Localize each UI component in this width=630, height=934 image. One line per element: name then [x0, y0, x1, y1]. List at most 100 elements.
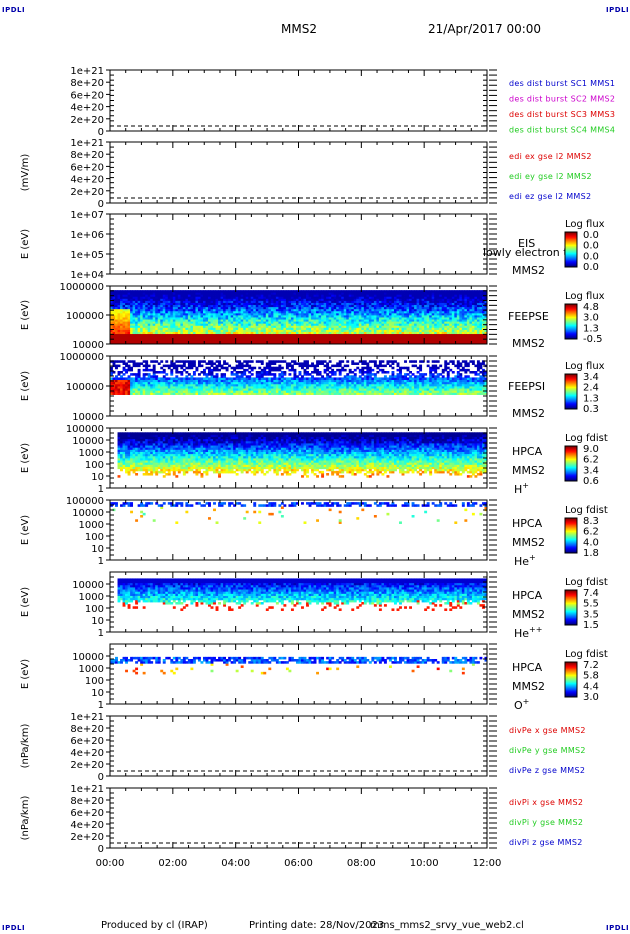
spectrogram-cell	[228, 319, 232, 322]
spectrogram-cell	[160, 304, 164, 308]
spectrogram-cell	[110, 325, 113, 328]
spectrogram-cell	[321, 290, 325, 293]
spectrogram-cell	[195, 294, 199, 297]
spectrogram-cell	[190, 360, 194, 363]
spectrogram-cell	[376, 290, 380, 293]
spectrogram-cell	[205, 327, 209, 330]
spectrogram-cell	[115, 360, 118, 363]
spectrogram-cell	[205, 290, 209, 293]
spectrogram-cell	[147, 312, 151, 316]
spectrogram-cell	[202, 308, 206, 312]
spectrogram-cell	[293, 290, 297, 293]
spectrogram-cell	[230, 306, 234, 310]
spectrogram-cell	[112, 339, 116, 343]
spectrogram-cell	[205, 315, 209, 318]
spectrogram-cell	[155, 321, 159, 324]
spectrogram-cell	[195, 325, 199, 328]
spectrogram-cell	[160, 321, 164, 324]
spectrogram-cell	[150, 308, 154, 312]
spectrogram-cell	[331, 290, 335, 293]
spectrogram-cell	[130, 302, 134, 306]
spectrogram-cell	[245, 319, 249, 322]
spectrogram-cell	[243, 321, 247, 324]
spectrogram-cell	[348, 290, 352, 293]
spectrogram-cell	[115, 302, 118, 306]
spectrogram-cell	[220, 339, 224, 343]
spectrogram-cell	[127, 341, 131, 345]
spectrogram-cell	[162, 364, 166, 368]
spectrogram-cell	[233, 331, 237, 335]
y-tick-label: 2e+20	[70, 115, 104, 126]
spectrogram-cell	[336, 290, 340, 293]
spectrogram-cell	[258, 302, 262, 306]
colorbar-tick-label: 0.0	[583, 241, 599, 252]
spectrogram-cell	[248, 323, 252, 326]
spectrogram	[110, 290, 488, 345]
spectrogram-cell	[215, 300, 219, 303]
spectrogram-cell	[165, 335, 169, 339]
spectrogram-cell	[115, 300, 118, 303]
spectrogram-cell	[187, 329, 191, 332]
spectrogram-cell	[202, 315, 206, 318]
spectrogram-cell	[220, 304, 224, 308]
spectrogram-cell	[167, 310, 171, 314]
colorbar-tick-label: 0.0	[583, 251, 599, 262]
spectrogram-cell	[223, 298, 227, 301]
spectrogram-cell	[180, 339, 184, 343]
spectrogram-cell	[225, 321, 229, 324]
spectrogram-cell	[135, 329, 139, 332]
spectrogram-cell	[132, 335, 136, 339]
spectrogram-cell	[115, 327, 118, 330]
spectrogram-cell	[240, 335, 244, 339]
spectrogram-cell	[182, 300, 186, 303]
spectrogram-cell	[202, 298, 206, 301]
spectrogram-cell	[220, 317, 224, 320]
spectrogram-cell	[233, 296, 237, 299]
spectrogram-cell	[192, 323, 196, 326]
spectrogram-cell	[235, 310, 239, 314]
spectrogram-cell	[205, 335, 209, 339]
spectrogram-cell	[160, 300, 164, 303]
spectrogram-cell	[142, 310, 146, 314]
spectrogram-cell	[122, 319, 126, 322]
spectrogram-cell	[343, 290, 347, 293]
spectrogram-cell	[225, 308, 229, 312]
spectrogram-cell	[404, 290, 407, 293]
spectrogram-cell	[263, 321, 267, 324]
spectrogram-cell	[258, 335, 262, 339]
spectrogram-cell	[268, 306, 272, 310]
colorbar-swatch	[565, 263, 577, 266]
spectrogram-cell	[167, 337, 171, 341]
spectrogram-cell	[202, 306, 206, 310]
spectrogram-cell	[125, 298, 128, 301]
spectrogram-cell	[301, 290, 304, 293]
spectrogram-cell	[197, 312, 201, 316]
legend-entry: des dist burst SC4 MMS4	[509, 126, 615, 135]
spectrogram-cell	[170, 329, 174, 332]
spectrogram-cell	[127, 323, 131, 326]
spectrogram-cell	[115, 321, 118, 324]
spectrogram-cell	[213, 302, 216, 306]
spectrogram-cell	[140, 294, 144, 297]
spectrogram-cell	[117, 308, 121, 312]
spectrogram-cell	[200, 300, 204, 303]
spectrogram-cell	[135, 362, 139, 365]
spectrogram-cell	[125, 319, 128, 322]
spectrogram-cell	[112, 331, 116, 335]
spectrogram-cell	[117, 360, 121, 363]
spectrogram-cell	[152, 360, 156, 363]
spectrogram-cell	[260, 310, 264, 314]
spectrogram-cell	[180, 323, 184, 326]
spectrogram-cell	[110, 333, 113, 337]
spectrogram-cell	[265, 298, 269, 301]
spectrogram-cell	[240, 339, 244, 343]
spectrogram-cell	[175, 298, 179, 301]
colorbar-tick-label: 0.0	[583, 262, 599, 273]
spectrogram-cell	[245, 312, 249, 316]
spectrogram-cell	[152, 333, 156, 337]
spectrogram-cell	[175, 292, 179, 295]
spectrogram-cell	[140, 319, 144, 322]
spectrogram-cell	[127, 306, 131, 310]
spectrogram-cell	[175, 337, 179, 341]
spectrogram-cell	[260, 317, 264, 320]
